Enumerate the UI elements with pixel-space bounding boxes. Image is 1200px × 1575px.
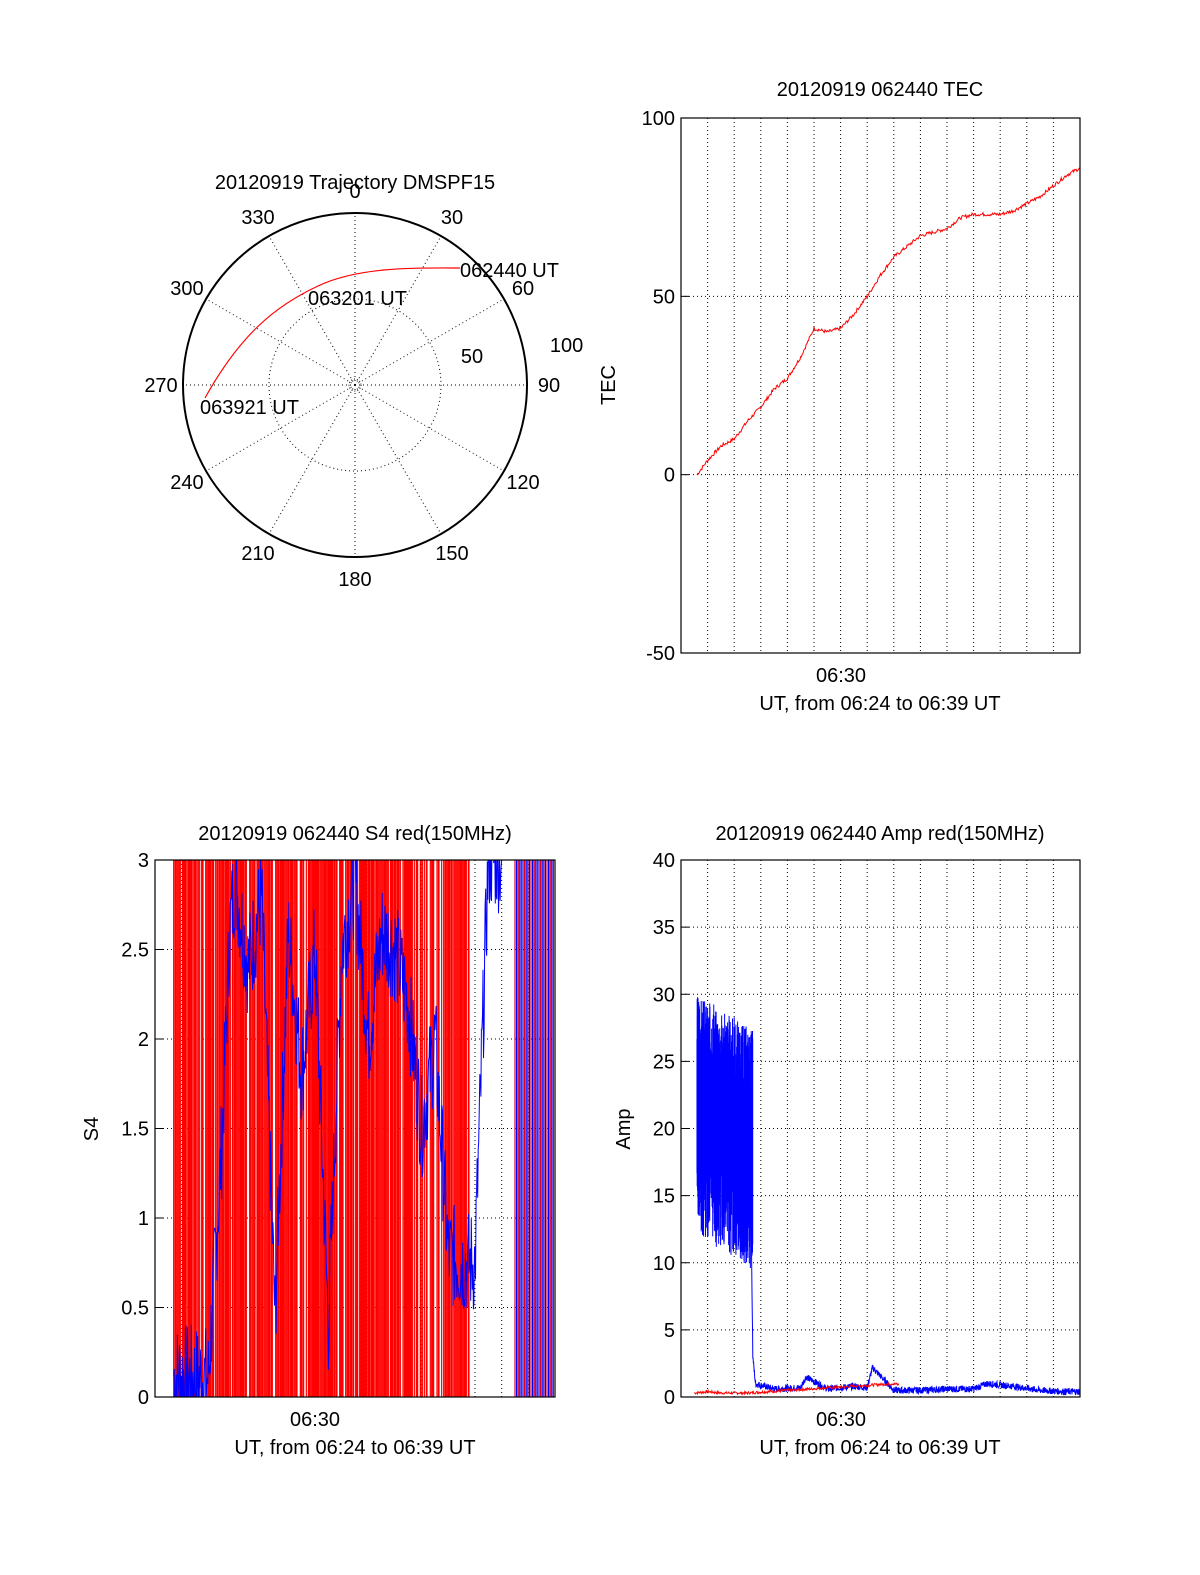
polar-angle-tick-label: 120 <box>506 472 539 494</box>
series-group <box>173 860 555 1397</box>
polar-spoke <box>268 235 356 386</box>
plot-frame <box>154 859 556 1398</box>
amp-chart: 20120919 062440 Amp red(150MHz) 0 5 10 15 20… <box>613 823 1081 1459</box>
polar-angle-tick-label: 180 <box>338 569 371 591</box>
trajectory-end-label: 063921 UT <box>200 397 299 419</box>
polar-spoke <box>268 384 356 535</box>
polar-angle-tick-label: 30 <box>441 207 463 229</box>
y-tick-label: 2 <box>138 1029 149 1051</box>
tec-title: 20120919 062440 TEC <box>777 79 983 101</box>
polar-spoke <box>205 384 356 472</box>
polar-grid <box>182 212 528 558</box>
tec-plot-area: -50 0 50 100 <box>642 108 1081 665</box>
polar-tick-labels: 0 30 60 90 120 150 180 210 240 270 300 330 50 100 <box>144 181 583 591</box>
trajectory-mid-label: 063201 UT <box>308 288 407 310</box>
polar-angle-tick-label: 150 <box>435 543 468 565</box>
polar-spoke <box>354 384 505 472</box>
y-tick-label: 0 <box>664 1387 675 1409</box>
polar-spoke <box>354 298 505 386</box>
trajectory-start-label: 062440 UT <box>460 260 559 282</box>
amp-blue-trace <box>696 1044 1080 1396</box>
polar-spoke <box>354 235 442 386</box>
amp-ylabel: Amp <box>613 1108 635 1149</box>
y-tick-label: 1 <box>138 1208 149 1230</box>
s4-x-tick-label: 06:30 <box>290 1409 340 1431</box>
tec-series-line <box>696 167 1080 475</box>
tec-x-tick-label: 06:30 <box>816 665 866 687</box>
y-tick-label: 0 <box>664 465 675 487</box>
polar-inner-ring <box>268 298 442 472</box>
polar-angle-tick-label: 270 <box>144 375 177 397</box>
y-tick-label: 0.5 <box>121 1298 149 1320</box>
s4-blue-trace <box>173 860 503 1397</box>
series-group <box>694 997 1080 1396</box>
y-tick-label: 1.5 <box>121 1119 149 1141</box>
y-tick-label: 40 <box>653 850 675 872</box>
y-tick-label: 2.5 <box>121 940 149 962</box>
amp-plot-area: 0 5 10 15 20 25 30 35 40 <box>653 850 1081 1409</box>
polar-spoke <box>205 298 356 386</box>
plot-frame <box>680 859 1081 1398</box>
s4-plot-area: 0 0.5 1 1.5 2 2.5 3 <box>121 850 556 1409</box>
s4-chart: 20120919 062440 S4 red(150MHz) 0 0.5 1 1.5 2… <box>81 823 556 1459</box>
y-tick-label: 30 <box>653 984 675 1006</box>
y-tick-label: 0 <box>138 1387 149 1409</box>
polar-angle-tick-label: 60 <box>512 278 534 300</box>
y-tick-label: 10 <box>653 1253 675 1275</box>
trajectory-polar-chart: 20120919 Trajectory DMSPF15 0 30 60 90 120 15… <box>144 172 583 591</box>
tec-ylabel: TEC <box>598 365 620 405</box>
polar-spoke <box>354 384 442 535</box>
s4-title: 20120919 062440 S4 red(150MHz) <box>198 823 512 845</box>
polar-series <box>204 267 461 399</box>
s4-xlabel: UT, from 06:24 to 06:39 UT <box>234 1437 475 1459</box>
trajectory-title: 20120919 Trajectory DMSPF15 <box>215 172 495 194</box>
amp-x-tick-label: 06:30 <box>816 1409 866 1431</box>
y-tick-label: 50 <box>653 286 675 308</box>
polar-angle-tick-label: 210 <box>241 543 274 565</box>
y-tick-label: 20 <box>653 1119 675 1141</box>
y-tick-label: 15 <box>653 1186 675 1208</box>
polar-center-ring <box>348 378 362 392</box>
polar-angle-tick-label: 0 <box>349 181 360 203</box>
tec-xlabel: UT, from 06:24 to 06:39 UT <box>759 693 1000 715</box>
plot-frame <box>680 117 1081 654</box>
amp-xlabel: UT, from 06:24 to 06:39 UT <box>759 1437 1000 1459</box>
y-tick-label: 100 <box>642 108 675 130</box>
polar-angle-tick-label: 90 <box>538 375 560 397</box>
amp-title: 20120919 062440 Amp red(150MHz) <box>715 823 1044 845</box>
polar-radius-tick-label: 100 <box>550 335 583 357</box>
y-tick-label: -50 <box>646 643 675 665</box>
y-tick-label: 35 <box>653 917 675 939</box>
amp-red-trace <box>694 1381 900 1396</box>
series-group <box>696 167 1080 475</box>
y-tick-label: 3 <box>138 850 149 872</box>
trajectory-line <box>204 267 461 399</box>
polar-angle-tick-label: 300 <box>170 278 203 300</box>
polar-outer-ring <box>182 212 528 558</box>
y-tick-label: 5 <box>664 1320 675 1342</box>
y-tick-label: 25 <box>653 1051 675 1073</box>
polar-angle-tick-label: 240 <box>170 472 203 494</box>
s4-ylabel: S4 <box>81 1117 103 1141</box>
polar-radius-tick-label: 50 <box>461 346 483 368</box>
polar-angle-tick-label: 330 <box>241 207 274 229</box>
